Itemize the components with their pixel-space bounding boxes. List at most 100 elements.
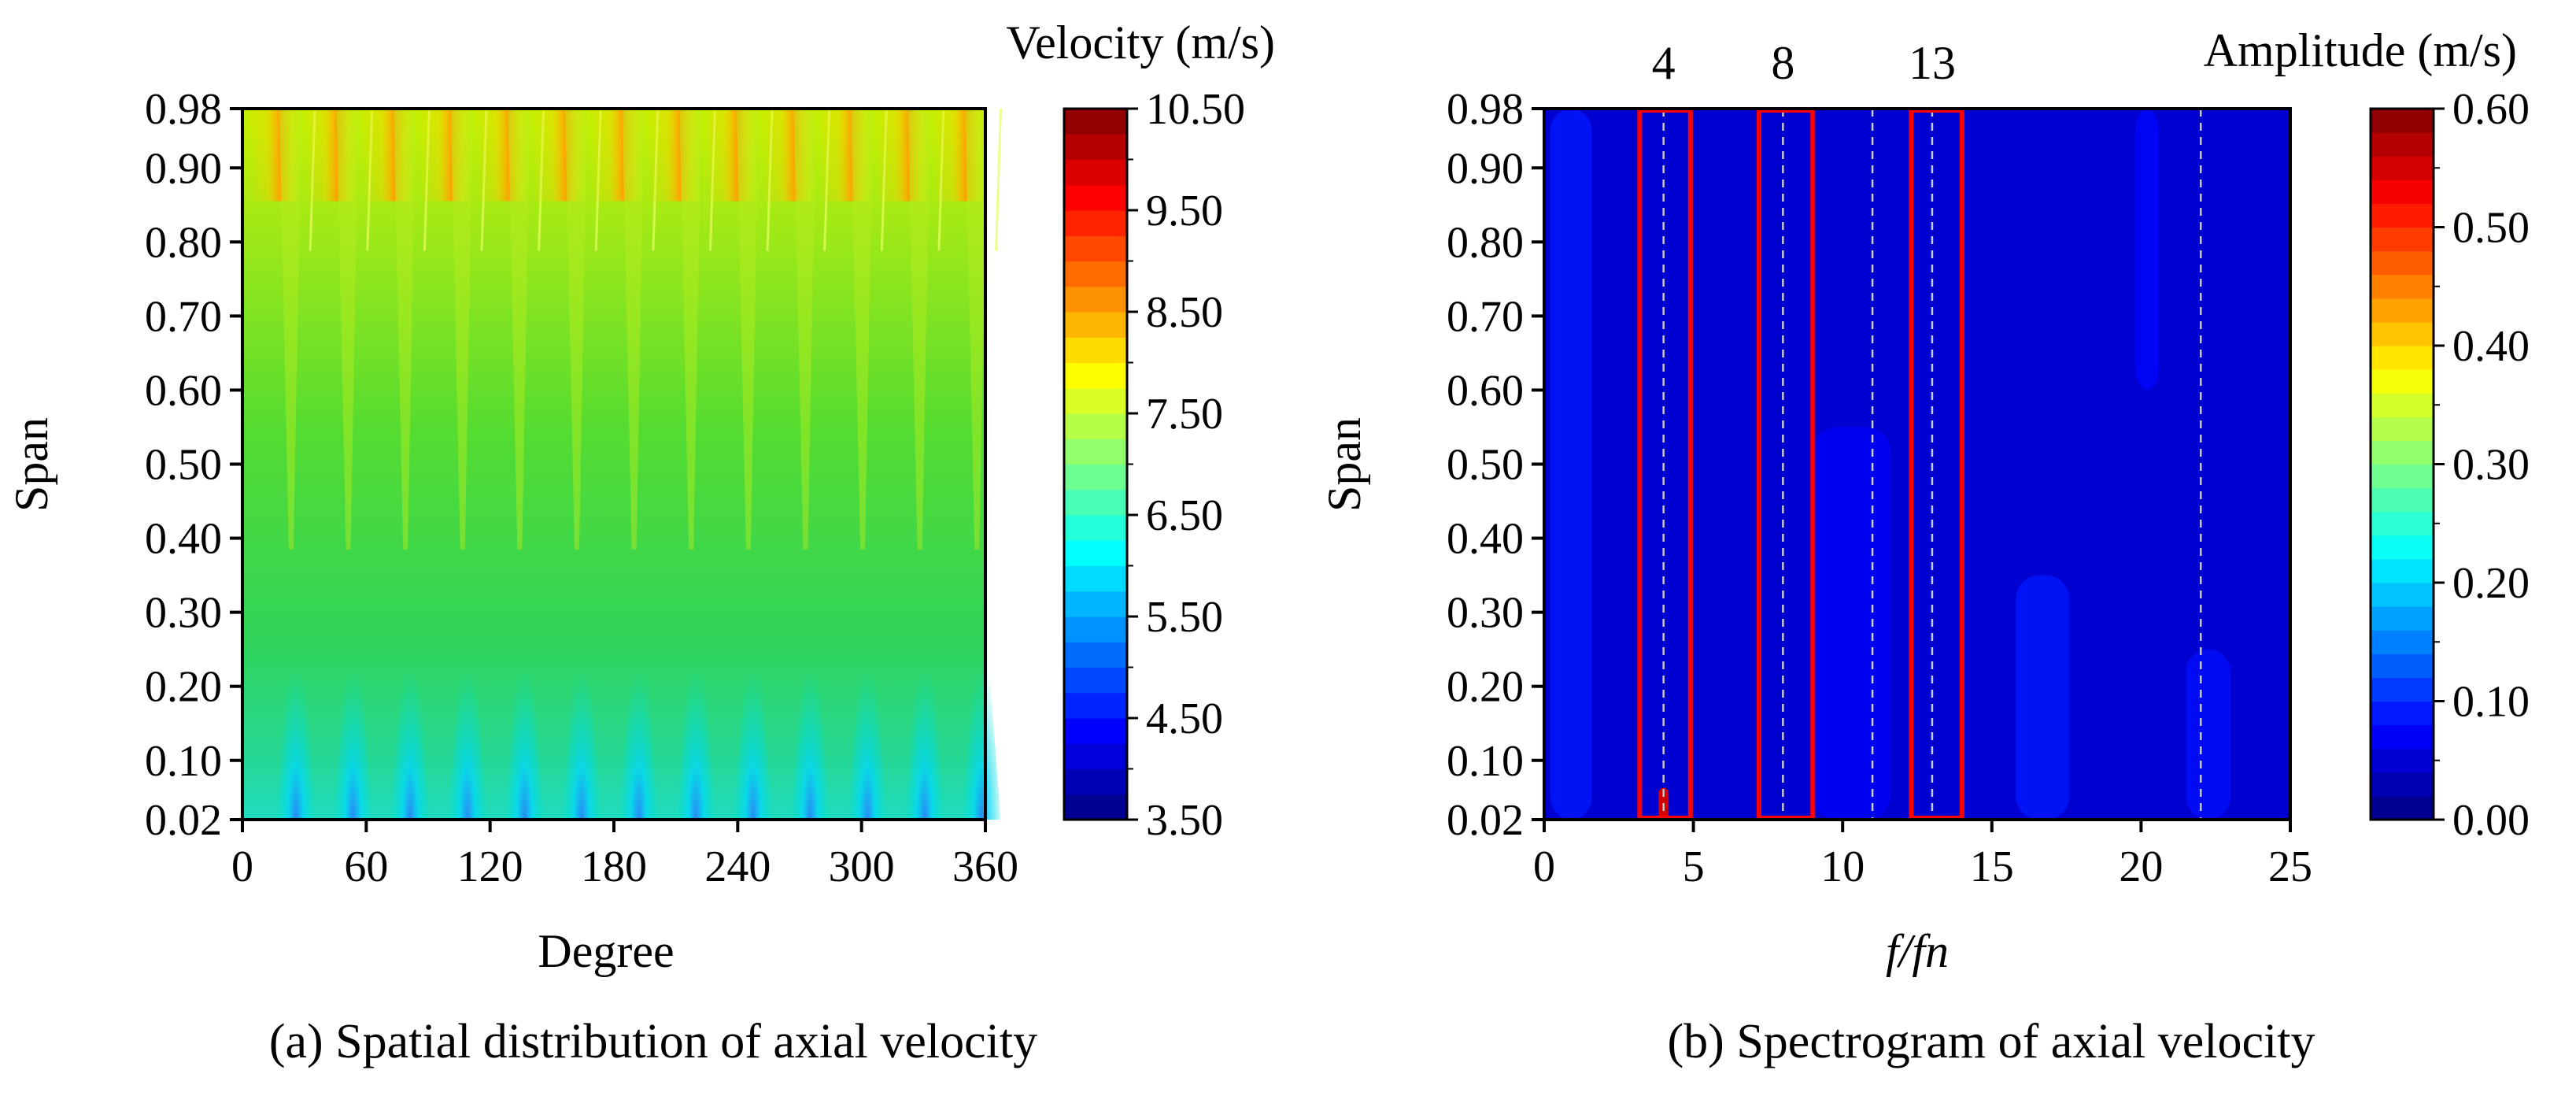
panel-b-caption: (b) Spectrogram of axial velocity (1668, 1015, 2315, 1068)
panel-a-colorbar-band (1064, 794, 1127, 820)
panel-a-colorbar-band (1064, 210, 1127, 236)
panel-b-colorbar-band (2371, 701, 2434, 726)
hub-low-velocity-region (448, 563, 486, 820)
panel-a-y-tick-label: 0.98 (145, 85, 222, 134)
blade-tip-high-velocity (589, 109, 643, 202)
panel-b-colorbar-tick-label: 0.00 (2452, 796, 2530, 845)
blade-tip-high-velocity (303, 109, 357, 202)
panel-b-peak-labels: 4 8 13 (1652, 37, 1956, 89)
low-amplitude-contour (2134, 109, 2160, 391)
blade-wake-streak (851, 109, 874, 550)
blade-wake-streak (907, 109, 930, 550)
panel-a-y-axis-label: Span (6, 417, 57, 512)
panel-b-x-tick-label: 10 (1820, 842, 1865, 891)
panel-b-colorbar-tick-label: 0.60 (2452, 85, 2530, 134)
panel-b-colorbar-band (2371, 583, 2434, 607)
panel-b-colorbar-band (2371, 795, 2434, 820)
panel-b-colorbar-tick-label: 0.30 (2452, 441, 2530, 490)
panel-a-x-tick-label: 60 (344, 842, 388, 891)
blade-wake-streak (965, 109, 988, 550)
peak-label-f8: 8 (1771, 37, 1794, 89)
panel-b-y-tick-label: 0.30 (1447, 589, 1524, 638)
panel-b-colorbar-band (2371, 180, 2434, 204)
panel-b-colorbar: 0.00 0.10 0.20 0.30 0.40 0.50 0.60 (2369, 85, 2530, 845)
panel-b-y-tick-label: 0.70 (1447, 292, 1524, 341)
panel-a-x-tick-label: 240 (704, 842, 771, 891)
panel-b-y-tick-label: 0.80 (1447, 218, 1524, 267)
blade-tip-high-velocity (475, 109, 529, 202)
panel-b-colorbar-band (2371, 227, 2434, 252)
panel-b-x-tick-label: 5 (1683, 842, 1705, 891)
panel-b-colorbar-band (2371, 535, 2434, 560)
hub-low-velocity-region (619, 563, 658, 820)
panel-a-colorbar-tick-label: 8.50 (1146, 288, 1223, 337)
panel-a-y-tick-label: 0.02 (145, 796, 222, 845)
panel-a-colorbar-band (1064, 387, 1127, 414)
panel-a-colorbar-band (1064, 261, 1127, 287)
panel-a-caption: (a) Spatial distribution of axial veloci… (269, 1015, 1037, 1068)
panel-a-x-tick-label: 120 (457, 842, 523, 891)
panel-b-x-tick-label: 15 (1970, 842, 2014, 891)
panel-b-colorbar-band (2371, 369, 2434, 394)
panel-a-colorbar-band (1064, 159, 1127, 186)
panel-a-colorbar-band (1064, 565, 1127, 592)
blade-tip-high-velocity (932, 109, 986, 202)
panel-a-colorbar-band (1064, 134, 1127, 161)
panel-b-colorbar-band (2371, 772, 2434, 797)
panel-b-colorbar-band (2371, 274, 2434, 299)
blade-wake-streak (736, 109, 759, 550)
panel-b-y-tick-label: 0.10 (1447, 737, 1524, 786)
blade-wake-streak (336, 109, 359, 550)
panel-a-colorbar-band (1064, 540, 1127, 567)
panel-b-colorbar-band (2371, 393, 2434, 417)
blade-wake-streak (679, 109, 702, 550)
blade-wake-streak (279, 109, 301, 550)
blade-tip-high-velocity (875, 109, 930, 202)
panel-b-x-axis-label: f/fn (1886, 925, 1949, 977)
panel-b-y-tick-label: 0.50 (1447, 441, 1524, 490)
panel-a-colorbar-band (1064, 642, 1127, 668)
panel-b-y-tick-label: 0.40 (1447, 515, 1524, 564)
low-amplitude-contour (2016, 575, 2070, 820)
panel-b-x-tick-label: 25 (2268, 842, 2312, 891)
panel-a-colorbar-tick-label: 10.50 (1146, 85, 1245, 134)
panel-a-x-tick-label: 360 (952, 842, 1018, 891)
panel-b-y-tick-label: 0.20 (1447, 663, 1524, 712)
panel-b-colorbar-band (2371, 654, 2434, 678)
panel-a-colorbar-band (1064, 616, 1127, 642)
panel-a-x-axis-label: Degree (538, 925, 674, 977)
panel-a-x-tick-label: 0 (231, 842, 253, 891)
panel-b-plot-area (1544, 108, 2290, 820)
panel-b-colorbar-tick-label: 0.50 (2452, 204, 2530, 253)
panel-b-x-axis-ticks: 0 5 10 15 20 25 (1533, 820, 2312, 891)
hub-low-velocity-region (391, 563, 430, 820)
panel-b-y-tick-label: 0.98 (1447, 85, 1524, 134)
panel-a-y-tick-label: 0.80 (145, 218, 222, 267)
panel-a-colorbar-tick-label: 4.50 (1146, 694, 1223, 743)
panel-a-colorbar-band (1064, 743, 1127, 770)
peak-label-f13: 13 (1909, 37, 1956, 89)
low-amplitude-contour (2186, 649, 2231, 820)
panel-a: 0 60 120 180 240 300 360 0.020.100.200.300.400… (6, 17, 1275, 1068)
panel-b-colorbar-title: Amplitude (m/s) (2204, 24, 2517, 76)
panel-b-frame (1543, 107, 2292, 821)
panel-a-y-tick-label: 0.40 (145, 515, 222, 564)
panel-a-plot-area (242, 108, 1003, 820)
blade-wake-streak (394, 109, 416, 550)
passage-boundary (995, 108, 1003, 251)
panel-b-y-axis-ticks: 0.02 0.10 0.20 0.30 0.40 0.50 0.60 0.70 0.80 0.90… (1447, 85, 1544, 845)
panel-a-y-tick-label: 0.70 (145, 292, 222, 341)
blade-tip-high-velocity (418, 109, 472, 202)
hub-low-velocity-region (505, 563, 544, 820)
panel-a-colorbar-tick-label: 6.50 (1146, 491, 1223, 540)
panel-b-y-tick-label: 0.90 (1447, 144, 1524, 193)
hub-low-velocity-region (848, 563, 887, 820)
panel-a-colorbar-band (1064, 439, 1127, 465)
blade-wake-streak (793, 109, 816, 550)
panel-a-x-tick-label: 180 (581, 842, 647, 891)
panel-a-colorbar-band (1064, 286, 1127, 313)
panel-a-colorbar-band (1064, 413, 1127, 439)
panel-a-x-axis-ticks: 0 60 120 180 240 300 360 (231, 820, 1018, 891)
panel-b-colorbar-band (2371, 464, 2434, 489)
panel-b-colorbar-band (2371, 132, 2434, 157)
